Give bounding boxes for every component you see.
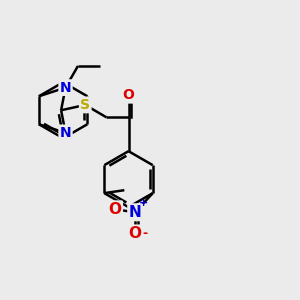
Text: +: + [139,198,148,208]
Text: S: S [80,98,90,112]
Text: O: O [123,88,134,102]
Text: N: N [129,205,142,220]
Text: N: N [60,81,71,94]
Text: -: - [142,227,147,240]
Text: N: N [60,126,71,140]
Text: O: O [109,202,122,217]
Text: O: O [129,226,142,241]
